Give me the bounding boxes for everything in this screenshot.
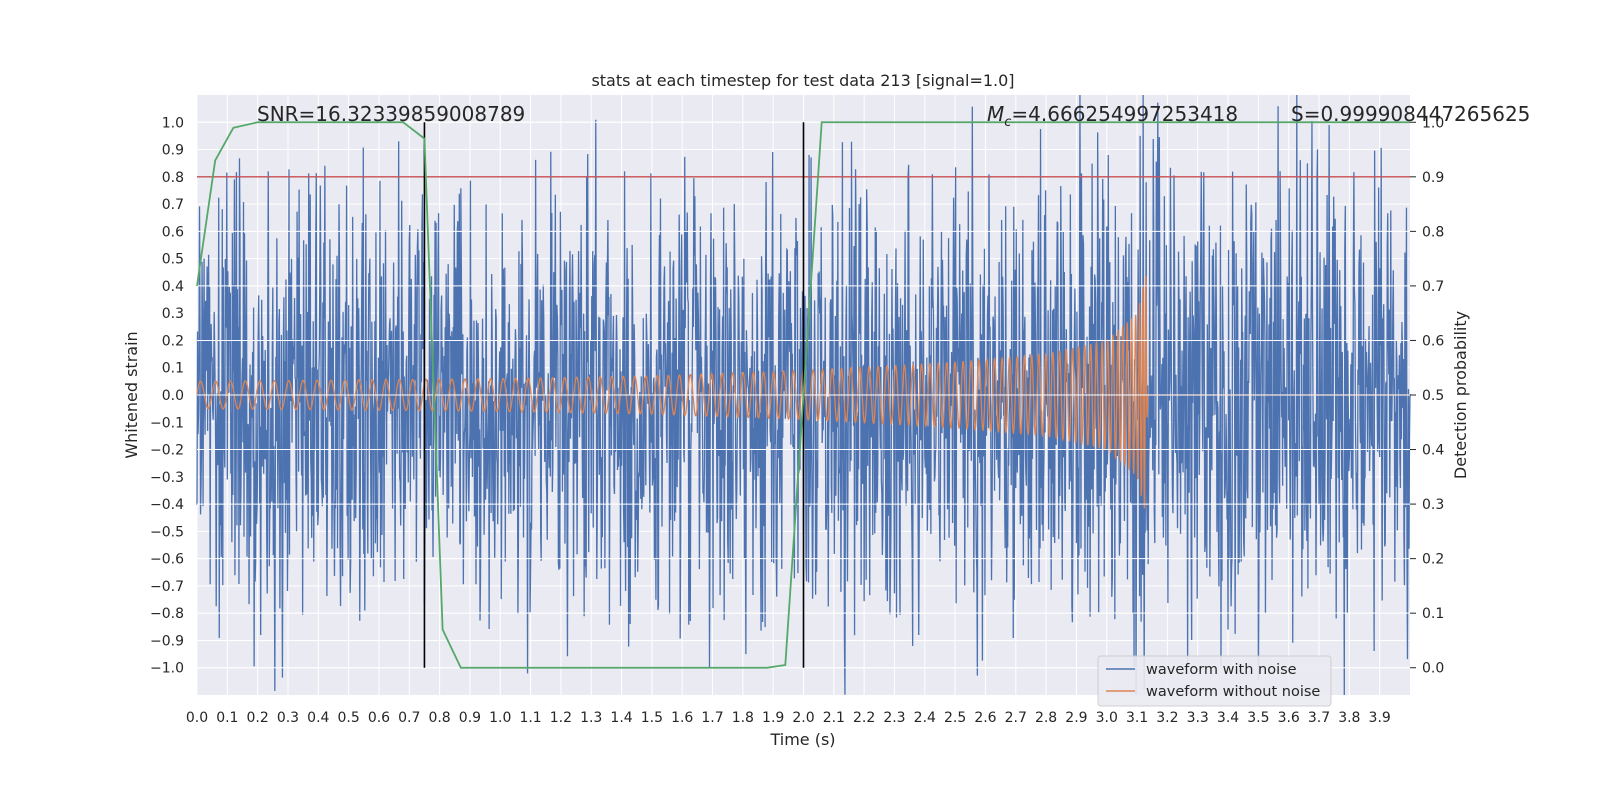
x-tick-label: 3.6 [1278,710,1300,726]
y-tick-label: 0.2 [162,333,184,349]
y-tick-label: −0.4 [150,497,184,513]
y2-tick-label: 0.8 [1422,224,1444,240]
x-tick-label: 1.2 [550,710,572,726]
y-tick-label: 0.5 [162,252,184,268]
x-tick-label: 0.5 [337,710,359,726]
x-tick-label: 0.0 [186,710,208,726]
x-tick-label: 1.7 [701,710,723,726]
legend-box [1097,655,1332,707]
y-tick-label: 1.0 [162,115,184,131]
y-tick-label: −0.8 [150,606,184,622]
y2-tick-label: 1.0 [1422,115,1444,131]
y-tick-label: −0.1 [150,415,184,431]
x-tick-label: 0.4 [307,710,329,726]
y-tick-label: 0.0 [162,388,184,404]
x-axis-label: Time (s) [769,730,835,749]
y2-tick-label: 0.7 [1422,279,1444,295]
x-tick-label: 2.4 [914,710,936,726]
x-tick-label: 1.0 [489,710,511,726]
chart-title: stats at each timestep for test data 213… [591,71,1014,90]
x-tick-label: 3.0 [1096,710,1118,726]
x-tick-label: 1.6 [671,710,693,726]
y-tick-label: 0.8 [162,170,184,186]
x-tick-label: 0.7 [398,710,420,726]
x-tick-label: 1.1 [519,710,541,726]
chirp-mass-annotation: Mc=4.666254997253418 [987,102,1238,130]
y2-tick-label: 0.0 [1422,661,1444,677]
x-tick-labels: 0.0 0.1 0.2 0.3 0.4 0.5 0.6 0.7 0.8 0.9 1.0 1.1 1.2 1… [186,710,1391,726]
legend-label-noise: waveform with noise [1146,662,1297,678]
x-tick-label: 2.7 [1005,710,1027,726]
y2-tick-label: 0.9 [1422,170,1444,186]
y2-tick-label: 0.3 [1422,497,1444,513]
chirp-mass-value: =4.666254997253418 [1011,102,1238,126]
y-tick-label: 0.7 [162,197,184,213]
x-tick-label: 3.1 [1126,710,1148,726]
y-tick-label: 0.6 [162,224,184,240]
y-tick-label: 0.9 [162,143,184,159]
s-annotation: S=0.999908447265625 [1291,102,1530,126]
x-tick-label: 3.2 [1156,710,1178,726]
chirp-mass-subscript: c [1004,115,1011,130]
y2-tick-label: 0.1 [1422,606,1444,622]
legend-label-clean: waveform without noise [1146,684,1320,700]
y-tick-labels: 1.0 0.9 0.8 0.7 0.6 0.5 0.4 0.3 0.2 0.1 0.0 −0.1 −0.… [150,115,184,676]
x-tick-label: 2.0 [792,710,814,726]
y2-axis-label: Detection probability [1451,311,1470,479]
x-tick-label: 2.2 [853,710,875,726]
x-tick-label: 0.6 [368,710,390,726]
detection-probability-line [196,121,1410,669]
x-tick-label: 3.4 [1217,710,1239,726]
x-tick-label: 3.7 [1308,710,1330,726]
x-tick-label: 1.5 [641,710,663,726]
y-axis-label: Whitened strain [122,331,141,458]
x-tick-label: 3.3 [1187,710,1209,726]
x-tick-label: 0.1 [216,710,238,726]
x-tick-label: 0.8 [428,710,450,726]
x-tick-label: 2.9 [1065,710,1087,726]
y-tick-label: −0.7 [150,579,184,595]
y-tick-label: −0.5 [150,524,184,540]
x-tick-label: 0.3 [277,710,299,726]
y2-tick-label: 0.6 [1422,333,1444,349]
y2-tick-label: 0.2 [1422,552,1444,568]
x-tick-label: 3.5 [1247,710,1269,726]
x-tick-label: 3.9 [1369,710,1391,726]
y-tick-label: −1.0 [150,661,184,677]
y-tick-label: −0.9 [150,633,184,649]
x-tick-label: 2.5 [944,710,966,726]
x-tick-label: 1.4 [610,710,632,726]
x-tick-label: 0.9 [459,710,481,726]
x-tick-label: 2.8 [1035,710,1057,726]
x-tick-label: 2.3 [883,710,905,726]
y-tick-label: −0.3 [150,470,184,486]
y-tick-label: 0.3 [162,306,184,322]
x-tick-label: 1.3 [580,710,602,726]
y-tick-label: −0.6 [150,552,184,568]
x-tick-label: 3.8 [1338,710,1360,726]
y2-tick-label: 0.5 [1422,388,1444,404]
x-tick-label: 2.1 [823,710,845,726]
y-tick-label: 0.4 [162,279,184,295]
x-tick-label: 0.2 [247,710,269,726]
chirp-mass-symbol: M [987,102,1004,126]
snr-annotation: SNR=16.32339859008789 [257,102,525,126]
x-tick-label: 1.9 [762,710,784,726]
x-tick-label: 2.6 [974,710,996,726]
x-tick-label: 1.8 [732,710,754,726]
y2-tick-labels: 1.0 0.9 0.8 0.7 0.6 0.5 0.4 0.3 0.2 0.1 0.0 [1410,115,1444,677]
legend: waveform with noise waveform without noi… [1097,655,1332,707]
y-tick-label: −0.2 [150,443,184,459]
y2-tick-label: 0.4 [1422,443,1444,459]
y-tick-label: 0.1 [162,361,184,377]
